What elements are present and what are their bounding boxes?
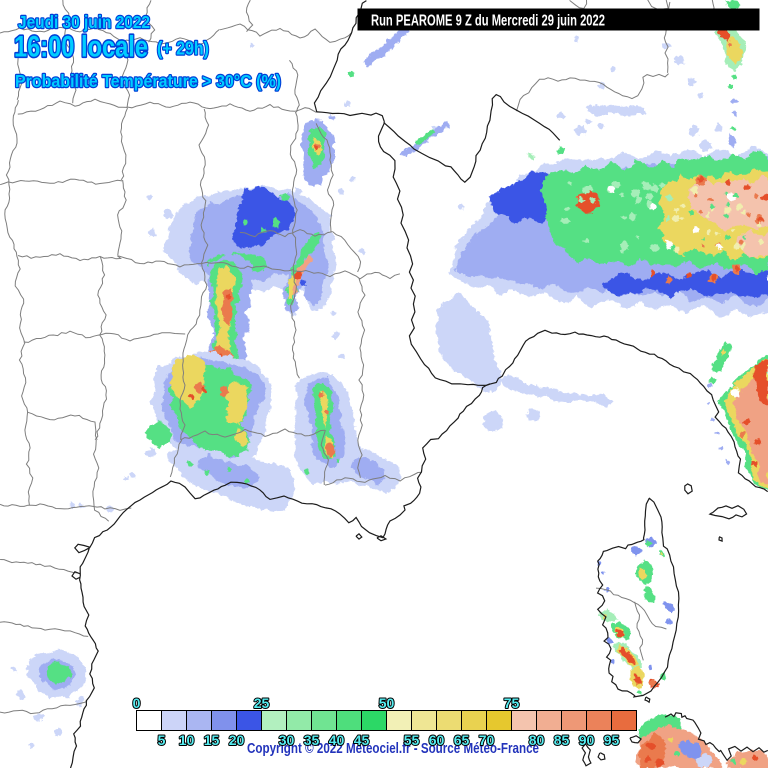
svg-text:45: 45	[354, 732, 370, 748]
svg-text:65: 65	[454, 732, 470, 748]
svg-text:40: 40	[329, 732, 345, 748]
svg-text:10: 10	[179, 732, 195, 748]
svg-text:80: 80	[529, 732, 545, 748]
svg-text:5: 5	[158, 732, 166, 748]
svg-text:35: 35	[304, 732, 320, 748]
svg-text:25: 25	[254, 695, 270, 711]
svg-text:(+ 29h): (+ 29h)	[157, 39, 209, 59]
svg-text:50: 50	[379, 695, 395, 711]
svg-text:85: 85	[554, 732, 570, 748]
svg-text:55: 55	[404, 732, 420, 748]
svg-text:95: 95	[604, 732, 620, 748]
svg-text:Run PEAROME 9 Z du Mercredi 29: Run PEAROME 9 Z du Mercredi 29 juin 2022	[371, 13, 605, 30]
svg-text:75: 75	[504, 695, 520, 711]
svg-text:60: 60	[429, 732, 445, 748]
svg-text:15: 15	[204, 732, 220, 748]
svg-text:30: 30	[279, 732, 295, 748]
svg-text:90: 90	[579, 732, 595, 748]
svg-text:70: 70	[479, 732, 495, 748]
svg-text:Probabilité Température > 30°C: Probabilité Température > 30°C (%)	[15, 71, 281, 91]
svg-text:Copyright © 2022 Meteociel.fr: Copyright © 2022 Meteociel.fr - Source M…	[247, 741, 539, 757]
svg-text:Jeudi 30 juin 2022: Jeudi 30 juin 2022	[18, 12, 150, 32]
svg-text:0: 0	[133, 695, 141, 711]
svg-text:16:00 locale: 16:00 locale	[14, 31, 148, 64]
svg-text:20: 20	[229, 732, 245, 748]
